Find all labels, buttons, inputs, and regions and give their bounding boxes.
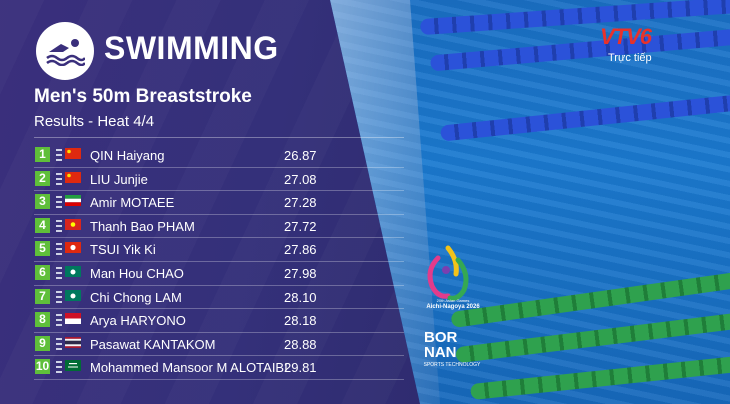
result-row: 3 Amir MOTAEE 27.28 xyxy=(34,191,404,215)
result-row: 2 LIU Junjie 27.08 xyxy=(34,168,404,192)
result-row: 6 Man Hou CHAO 27.98 xyxy=(34,262,404,286)
athlete-name: Man Hou CHAO xyxy=(90,265,184,281)
athlete-name: Amir MOTAEE xyxy=(90,195,175,211)
rank-badge: 7 xyxy=(35,288,50,304)
results-table: 1 QIN Haiyang 26.87 2 LIU Junjie 27.08 3 Amir M… xyxy=(34,144,404,380)
lane-rope xyxy=(469,355,730,401)
results-heat-label: Results - Heat 4/4 xyxy=(34,113,155,130)
live-label: Trực tiếp xyxy=(608,52,652,64)
noc-icon xyxy=(56,290,62,303)
lane-rope xyxy=(419,0,730,36)
result-time: 27.72 xyxy=(284,218,317,234)
asian-games-logo-icon xyxy=(427,245,469,301)
rank-badge: 10 xyxy=(35,359,50,375)
timing-brand-tagline: SPORTS TECHNOLOGY xyxy=(423,362,481,368)
result-time: 28.18 xyxy=(284,313,317,329)
athlete-name: Thanh Bao PHAM xyxy=(90,218,195,234)
rank-badge: 2 xyxy=(35,170,50,186)
result-row: 5 TSUI Yik Ki 27.86 xyxy=(34,238,404,262)
result-time: 26.87 xyxy=(284,148,317,163)
athlete-name: Pasawat KANTAKOM xyxy=(90,336,216,352)
result-row: 10 Mohammed Mansoor M ALOTAIBI 29.81 xyxy=(34,356,404,380)
noc-icon xyxy=(56,149,62,161)
china-flag-icon xyxy=(65,148,81,159)
divider xyxy=(34,137,404,138)
rank-badge: 4 xyxy=(35,217,50,233)
result-row: 8 Arya HARYONO 28.18 xyxy=(34,309,404,333)
hong-kong-flag-icon xyxy=(65,242,81,254)
result-time: 27.28 xyxy=(284,195,317,211)
result-time: 28.10 xyxy=(284,289,317,305)
noc-icon xyxy=(56,196,62,209)
result-row: 4 Thanh Bao PHAM 27.72 xyxy=(34,215,404,239)
result-row: 9 Pasawat KANTAKOM 28.88 xyxy=(34,333,404,357)
result-time: 27.08 xyxy=(284,171,317,187)
athlete-name: TSUI Yik Ki xyxy=(90,242,156,258)
result-row: 7 Chi Chong LAM 28.10 xyxy=(34,286,404,310)
rank-badge: 9 xyxy=(35,335,50,351)
athlete-name: QIN Haiyang xyxy=(90,148,165,163)
timing-brand-logo: BOR NAN xyxy=(424,330,476,360)
timing-brand-line1: BOR xyxy=(424,329,458,346)
china-flag-icon xyxy=(65,171,81,183)
result-time: 27.98 xyxy=(284,265,317,281)
result-time: 27.86 xyxy=(284,242,317,258)
timing-brand-line2: NAN xyxy=(424,344,457,361)
noc-icon xyxy=(56,243,62,256)
noc-icon xyxy=(56,219,62,232)
noc-icon xyxy=(56,172,62,185)
macau-flag-icon xyxy=(65,265,81,277)
rank-badge: 1 xyxy=(35,147,50,162)
indonesia-flag-icon xyxy=(65,313,81,325)
lane-rope xyxy=(429,28,730,72)
event-title: Men's 50m Breaststroke xyxy=(34,86,252,107)
athlete-name: Mohammed Mansoor M ALOTAIBI xyxy=(90,360,288,376)
result-time: 29.81 xyxy=(284,360,317,376)
lane-rope xyxy=(439,94,730,142)
games-caption-line2: Aichi-Nagoya 2026 xyxy=(426,304,480,310)
games-caption-line1: 20th Asian Games xyxy=(436,298,470,303)
macau-flag-icon xyxy=(65,289,81,301)
noc-icon xyxy=(56,266,62,279)
vtv6-logo: VTV6 xyxy=(600,24,652,49)
noc-icon xyxy=(56,337,62,350)
athlete-name: Chi Chong LAM xyxy=(90,289,182,305)
athlete-name: LIU Junjie xyxy=(90,171,148,187)
iran-flag-icon xyxy=(65,195,81,207)
rank-badge: 5 xyxy=(35,241,50,257)
swimming-pictogram-icon xyxy=(36,22,94,80)
noc-icon xyxy=(56,314,62,327)
rank-badge: 3 xyxy=(35,194,50,210)
thailand-flag-icon xyxy=(65,336,81,348)
rank-badge: 8 xyxy=(35,312,50,328)
result-row: 1 QIN Haiyang 26.87 xyxy=(34,144,404,168)
saudi-arabia-flag-icon xyxy=(65,360,81,372)
result-time: 28.88 xyxy=(284,336,317,352)
noc-icon xyxy=(56,361,62,374)
rank-badge: 6 xyxy=(35,264,50,280)
sport-title: SWIMMING xyxy=(104,30,279,66)
vietnam-flag-icon xyxy=(65,218,81,230)
athlete-name: Arya HARYONO xyxy=(90,313,186,329)
